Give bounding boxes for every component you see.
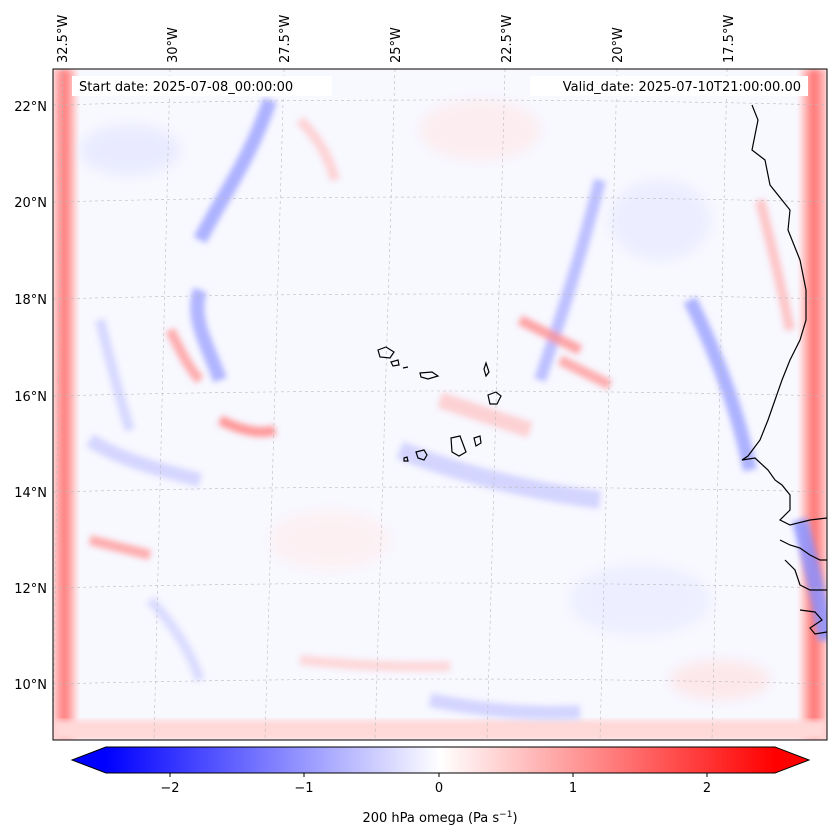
- lat-label: 12°N: [14, 582, 47, 597]
- colorbar-tick-label: 2: [703, 781, 711, 796]
- colorbar-tick-label: 0: [435, 781, 443, 796]
- omega-field: Start date: 2025-07-08_00:00:00 Valid_da…: [53, 69, 827, 740]
- lat-label: 14°N: [14, 486, 47, 501]
- lat-label: 18°N: [14, 293, 47, 308]
- colorbar-tick-label: 1: [569, 781, 577, 796]
- lat-label: 16°N: [14, 390, 47, 405]
- lon-label: 17.5°W: [722, 15, 737, 63]
- colorbar: −2 −1 0 1 2 200 hPa omega (Pa s−1): [70, 746, 811, 826]
- lon-label: 32.5°W: [56, 15, 71, 63]
- longitude-labels: 32.5°W 30°W 27.5°W 25°W 22.5°W 20°W 17.5…: [56, 15, 737, 63]
- graticule: [53, 69, 827, 740]
- start-date-label: Start date: 2025-07-08_00:00:00: [79, 80, 293, 95]
- colorbar-title: 200 hPa omega (Pa s−1): [362, 810, 517, 826]
- lon-label: 22.5°W: [500, 15, 515, 63]
- lat-label: 20°N: [14, 196, 47, 211]
- map-frame: [52, 68, 828, 741]
- valid-date-label: Valid_date: 2025-07-10T21:00:00.00: [563, 80, 801, 95]
- latitude-labels: 22°N 20°N 18°N 16°N 14°N 12°N 10°N: [14, 100, 47, 693]
- lon-label: 25°W: [389, 27, 404, 63]
- lon-label: 30°W: [166, 27, 181, 63]
- lon-label: 20°W: [611, 27, 626, 63]
- lat-label: 22°N: [14, 100, 47, 115]
- colorbar-tick-label: −2: [160, 781, 179, 796]
- lon-label: 27.5°W: [278, 15, 293, 63]
- colorbar-tick-label: −1: [294, 781, 313, 796]
- coastline: [741, 104, 827, 635]
- lat-label: 10°N: [14, 678, 47, 693]
- cape-verde-islands: [377, 346, 502, 462]
